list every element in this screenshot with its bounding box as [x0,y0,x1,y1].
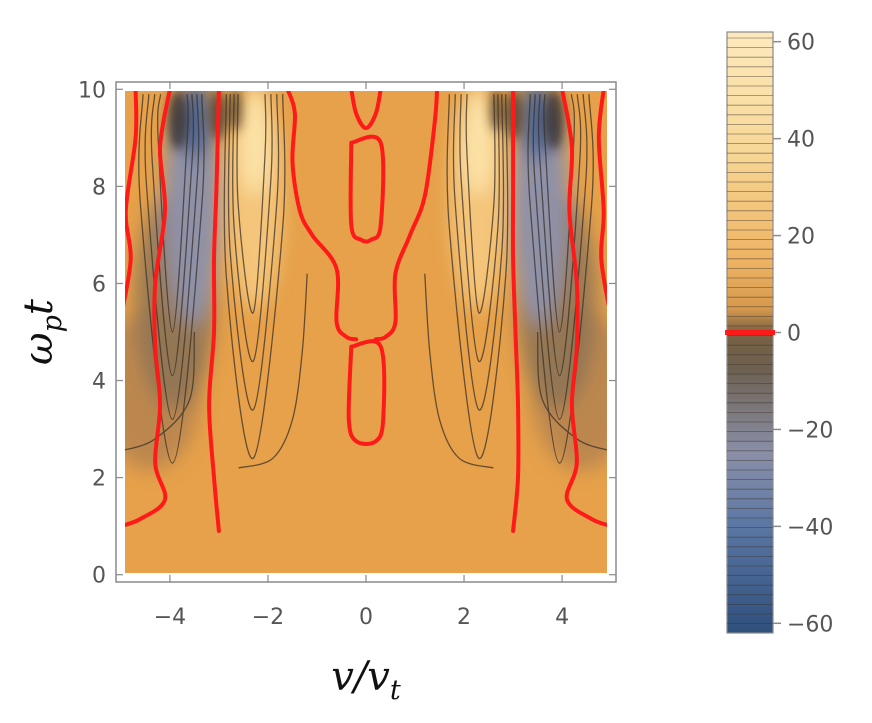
shade-left-light-core [237,91,273,195]
y-tick-label: 6 [92,272,106,297]
y-tick-label: 0 [92,564,106,589]
zero-contour [125,91,172,528]
x-tick-label: −2 [252,605,284,630]
thin-contour [527,94,594,464]
thin-contour [150,94,195,377]
colorbar-ticks: 60 40 20 0 −20 −40 −60 [773,31,833,637]
colorbar-tick-label: −20 [787,418,833,443]
thin-contour [532,94,588,421]
zero-contour [373,91,440,342]
thin-contour [536,331,607,451]
thin-contour [424,273,494,469]
shade-right-light-core [460,91,496,195]
zero-contour [346,339,387,446]
thin-contour [238,273,308,469]
thin-contour [459,94,500,362]
zero-contour-lines [125,91,607,533]
thin-contour [138,94,205,464]
thin-contour [125,331,196,451]
shade-right-dark-top [544,91,564,150]
x-tick-label: 2 [457,605,471,630]
zero-contour [348,134,386,244]
y-axis-ticks: 0 2 4 6 8 10 [78,78,616,589]
y-tick-label: 2 [92,467,106,492]
colorbar-tick-label: 40 [787,128,815,153]
y-tick-label: 8 [92,175,106,200]
colorbar-tick-label: −60 [787,612,833,637]
x-tick-label: −4 [154,605,186,630]
zero-contour [510,91,521,533]
zero-contour [596,91,607,307]
thin-contour-lines [125,94,607,469]
x-axis-title-sub: t [390,675,401,706]
thin-contour [465,94,496,314]
thin-contour [537,94,582,377]
colorbar-tick-label: −40 [787,515,833,540]
y-tick-label: 10 [78,78,106,103]
colorbar-tick-label: 20 [787,225,815,250]
contour-shading-dark [168,91,564,150]
zero-contour [349,91,383,131]
shade-left-dark-top [168,91,188,150]
colorbar: 60 40 20 0 −20 −40 −60 [725,31,833,637]
thin-contour [446,94,509,459]
thin-contour [144,94,200,421]
zero-contour [560,91,607,528]
thin-contour [223,94,286,459]
thin-contour [452,94,505,411]
thin-contour [232,94,273,362]
thin-contour [157,94,189,333]
shade-left-dark-edge [230,91,242,132]
colorbar-tick-label: 0 [787,322,801,347]
x-tick-label: 0 [359,605,373,630]
thin-contour [236,94,267,314]
colorbar-stripes [727,37,773,624]
y-axis-title: ωpt [16,298,68,365]
y-tick-label: 4 [92,370,106,395]
colorbar-tick-label: 60 [787,31,815,56]
x-axis-title: v/vt [331,654,401,706]
zero-contour [125,91,139,307]
y-axis-title-sub: p [37,315,68,332]
shade-right-dark-edge [490,91,502,132]
zero-contour [286,91,359,342]
x-axis-ticks: −4 −2 0 2 4 [154,82,569,630]
x-tick-label: 4 [555,605,569,630]
x-axis-title-main: v/v [331,654,390,700]
thin-contour [227,94,280,411]
y-axis-title-main: ω [16,332,62,365]
plot-field [125,91,607,573]
thin-contour [543,94,575,333]
zero-contour [207,91,221,533]
y-axis-title-suffix: t [16,298,62,315]
